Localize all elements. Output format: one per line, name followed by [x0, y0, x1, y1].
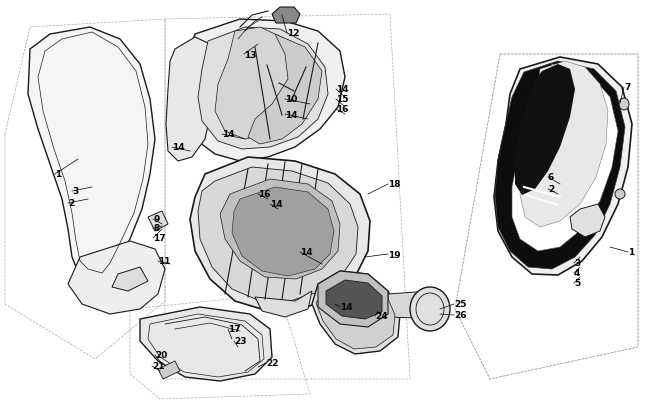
- Text: 15: 15: [336, 95, 348, 104]
- Polygon shape: [190, 158, 370, 311]
- Polygon shape: [158, 361, 180, 379]
- Text: 10: 10: [285, 95, 298, 104]
- Text: 14: 14: [300, 248, 313, 257]
- Text: 11: 11: [158, 257, 170, 266]
- Text: 2: 2: [68, 199, 74, 208]
- Polygon shape: [495, 62, 625, 269]
- Polygon shape: [512, 65, 618, 252]
- Polygon shape: [494, 58, 632, 275]
- Text: 7: 7: [624, 83, 630, 92]
- Polygon shape: [388, 291, 444, 319]
- Text: 8: 8: [153, 224, 159, 233]
- Text: 16: 16: [336, 105, 348, 114]
- Ellipse shape: [410, 287, 450, 331]
- Text: 19: 19: [388, 250, 400, 259]
- Text: 3: 3: [574, 259, 580, 268]
- Polygon shape: [520, 62, 608, 228]
- Text: 13: 13: [244, 50, 257, 60]
- Text: 23: 23: [234, 337, 246, 345]
- Text: 17: 17: [153, 234, 166, 243]
- Text: 5: 5: [574, 279, 580, 288]
- Polygon shape: [215, 28, 308, 140]
- Polygon shape: [255, 291, 312, 317]
- Polygon shape: [515, 65, 575, 196]
- Text: 21: 21: [152, 362, 164, 371]
- Text: 12: 12: [287, 30, 300, 38]
- Text: 16: 16: [258, 190, 270, 199]
- Text: 17: 17: [228, 325, 240, 334]
- Text: 18: 18: [388, 180, 400, 189]
- Polygon shape: [312, 271, 400, 354]
- Polygon shape: [166, 38, 215, 162]
- Text: 14: 14: [222, 130, 235, 139]
- Polygon shape: [272, 8, 300, 24]
- Polygon shape: [140, 307, 272, 381]
- Text: 14: 14: [336, 85, 348, 94]
- Text: 14: 14: [270, 200, 283, 209]
- Text: 22: 22: [266, 358, 278, 368]
- Polygon shape: [248, 35, 322, 145]
- Polygon shape: [112, 267, 148, 291]
- Text: 14: 14: [172, 143, 185, 152]
- Polygon shape: [318, 271, 388, 327]
- Text: 6: 6: [548, 173, 554, 182]
- Polygon shape: [570, 205, 605, 237]
- Text: 4: 4: [574, 269, 580, 278]
- Polygon shape: [326, 280, 382, 319]
- Polygon shape: [220, 179, 340, 279]
- Text: 1: 1: [55, 170, 61, 179]
- Text: 26: 26: [454, 311, 467, 320]
- Text: 14: 14: [285, 110, 298, 119]
- Polygon shape: [198, 28, 328, 149]
- Polygon shape: [198, 168, 358, 301]
- Text: 9: 9: [153, 215, 159, 224]
- Ellipse shape: [615, 190, 625, 200]
- Text: 1: 1: [628, 248, 634, 257]
- Text: 3: 3: [72, 187, 78, 196]
- Polygon shape: [232, 188, 334, 276]
- Ellipse shape: [619, 99, 629, 111]
- Text: 2: 2: [548, 185, 554, 194]
- Text: 25: 25: [454, 300, 467, 309]
- Text: 20: 20: [155, 351, 168, 360]
- Polygon shape: [68, 241, 165, 314]
- Polygon shape: [316, 277, 395, 349]
- Polygon shape: [28, 28, 155, 284]
- Text: 24: 24: [375, 312, 387, 321]
- Polygon shape: [148, 211, 168, 231]
- Polygon shape: [180, 20, 345, 162]
- Text: 14: 14: [340, 303, 352, 312]
